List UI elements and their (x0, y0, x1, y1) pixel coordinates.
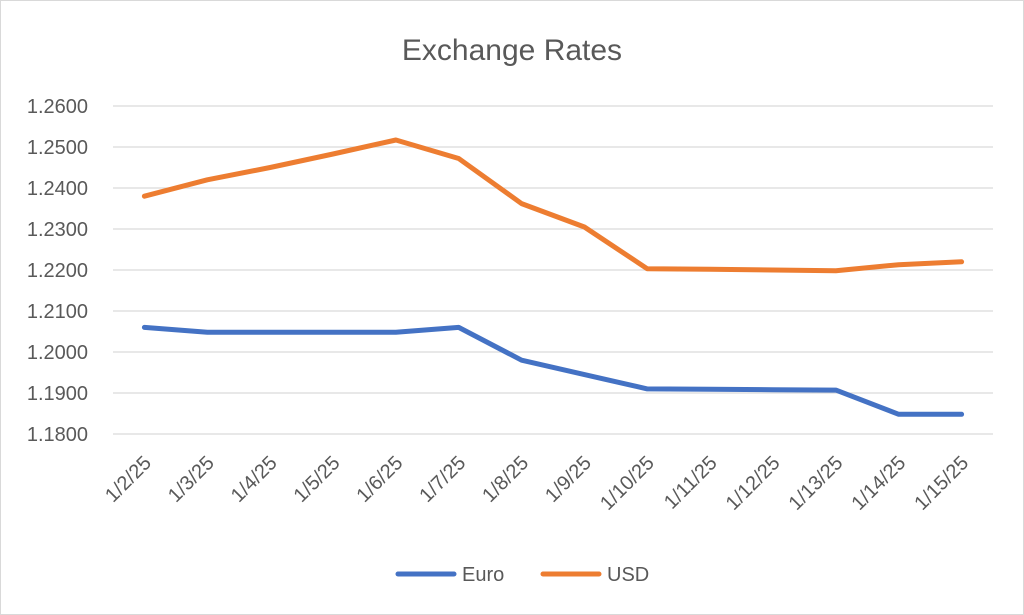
y-tick-label: 1.2600 (27, 96, 88, 118)
x-tick-label: 1/13/25 (785, 452, 848, 515)
y-tick-label: 1.2000 (27, 342, 88, 364)
y-tick-label: 1.2300 (27, 219, 88, 241)
chart-title: Exchange Rates (402, 34, 622, 67)
x-tick-label: 1/9/25 (541, 452, 596, 507)
y-tick-label: 1.2100 (27, 301, 88, 323)
x-tick-label: 1/15/25 (910, 452, 973, 515)
y-axis-ticks: 1.1800 1.1900 1.2000 1.2100 1.2200 1.2300 1.24… (27, 96, 88, 446)
x-tick-label: 1/5/25 (290, 452, 345, 507)
series-lines (141, 137, 965, 417)
x-tick-label: 1/3/25 (164, 452, 219, 507)
x-tick-label: 1/14/25 (848, 452, 911, 515)
y-tick-label: 1.2200 (27, 260, 88, 282)
x-tick-label: 1/7/25 (415, 452, 470, 507)
x-tick-label: 1/12/25 (722, 452, 785, 515)
gridlines (113, 105, 993, 435)
legend-label-euro: Euro (462, 564, 504, 586)
series-line-usd (141, 137, 965, 274)
y-tick-label: 1.2400 (27, 178, 88, 200)
x-tick-label: 1/10/25 (596, 452, 659, 515)
series-line-euro (141, 324, 965, 417)
legend-label-usd: USD (607, 564, 649, 586)
x-tick-label: 1/11/25 (660, 452, 722, 514)
y-tick-label: 1.1800 (27, 424, 88, 446)
x-axis-ticks: 1/2/25 1/3/25 1/4/25 1/5/25 1/6/25 1/7/25 1/8/… (101, 452, 973, 515)
x-tick-label: 1/6/25 (353, 452, 408, 507)
y-tick-label: 1.1900 (27, 383, 88, 405)
x-tick-label: 1/8/25 (478, 452, 533, 507)
y-tick-label: 1.2500 (27, 137, 88, 159)
x-tick-label: 1/2/25 (101, 452, 156, 507)
legend: Euro USD (395, 564, 649, 586)
x-tick-label: 1/4/25 (227, 452, 282, 507)
